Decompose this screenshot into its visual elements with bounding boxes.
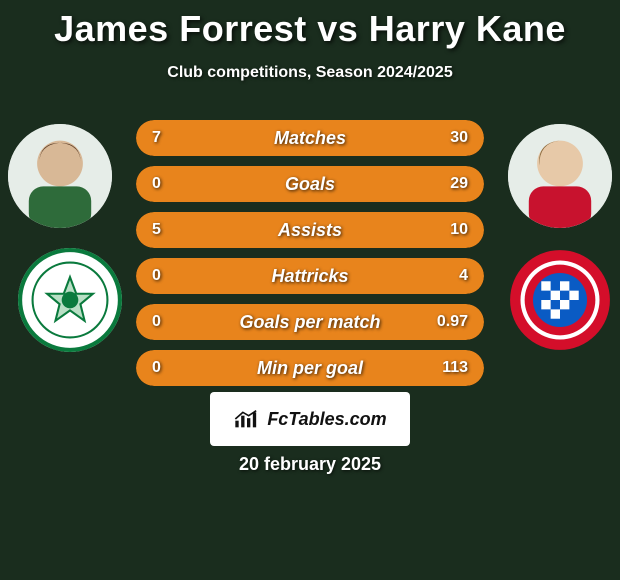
stat-value-right: 10 [450, 221, 468, 239]
subtitle: Club competitions, Season 2024/2025 [0, 64, 620, 82]
avatar-icon [8, 124, 112, 228]
club-right-logo [508, 248, 612, 352]
stat-value-right: 4 [459, 267, 468, 285]
player-right-photo [508, 124, 612, 228]
stat-bar-left [136, 120, 202, 156]
stat-value-left: 0 [152, 175, 161, 193]
stat-value-left: 0 [152, 313, 161, 331]
branding-text: FcTables.com [267, 409, 386, 430]
stat-value-left: 7 [152, 129, 161, 147]
stat-label: Matches [274, 128, 346, 149]
stat-row: 0 Hattricks 4 [136, 258, 484, 294]
page-title: James Forrest vs Harry Kane [0, 0, 620, 50]
stat-row: 7 Matches 30 [136, 120, 484, 156]
stat-row: 5 Assists 10 [136, 212, 484, 248]
stat-value-left: 0 [152, 359, 161, 377]
stat-value-left: 0 [152, 267, 161, 285]
stat-value-left: 5 [152, 221, 161, 239]
stat-label: Goals [285, 174, 335, 195]
stat-row: 0 Goals per match 0.97 [136, 304, 484, 340]
celtic-logo-icon [18, 248, 122, 352]
stat-label: Goals per match [239, 312, 380, 333]
club-left-logo [18, 248, 122, 352]
player-left-photo [8, 124, 112, 228]
stat-value-right: 0.97 [437, 313, 468, 331]
date-text: 20 february 2025 [239, 454, 381, 475]
stat-row: 0 Goals 29 [136, 166, 484, 202]
stat-label: Hattricks [271, 266, 348, 287]
stat-value-right: 113 [442, 359, 468, 377]
stat-row: 0 Min per goal 113 [136, 350, 484, 386]
chart-icon [233, 409, 261, 429]
stats-container: 7Matches300Goals295Assists100Hattricks40… [136, 120, 484, 396]
bayern-logo-icon [508, 248, 612, 352]
avatar-icon [508, 124, 612, 228]
stat-value-right: 30 [450, 129, 468, 147]
stat-label: Assists [278, 220, 342, 241]
stat-label: Min per goal [257, 358, 363, 379]
branding-badge: FcTables.com [210, 392, 410, 446]
stat-value-right: 29 [450, 175, 468, 193]
